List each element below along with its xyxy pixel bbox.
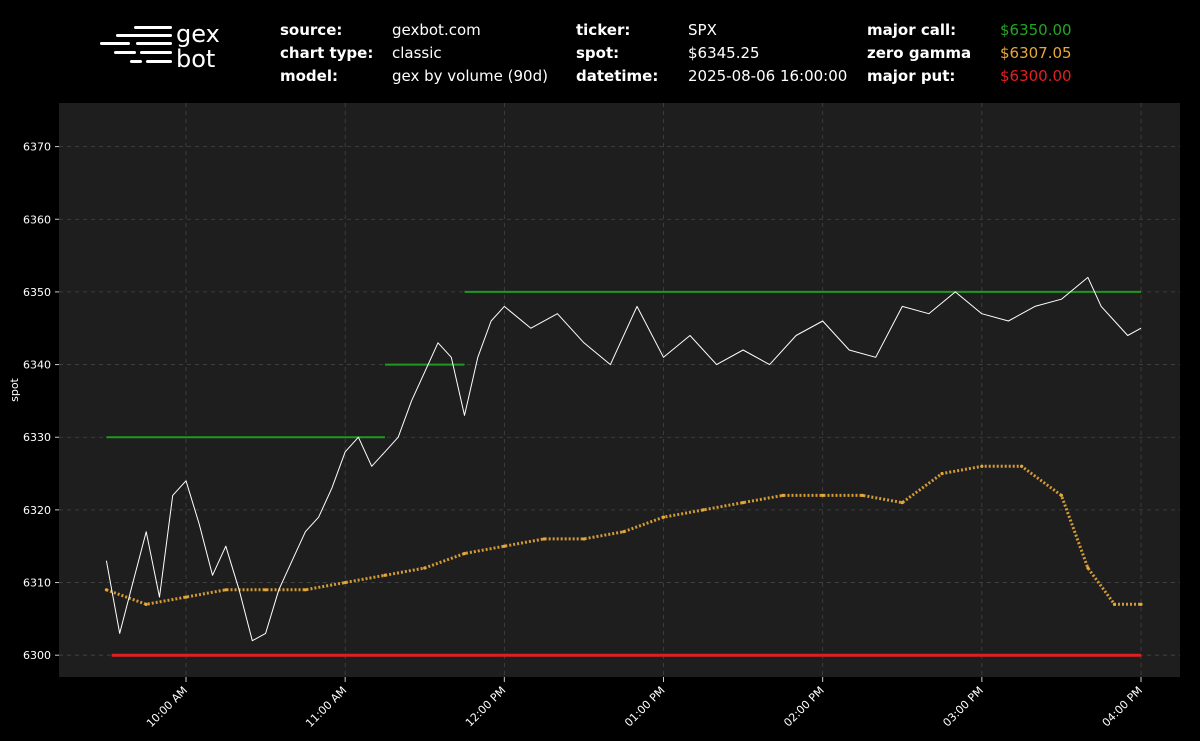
model-label: model: <box>280 67 338 85</box>
y-axis-label: spot <box>8 377 21 401</box>
info-column-1: source: gexbot.com chart type: classic mod… <box>280 19 548 88</box>
source-label: source: <box>280 21 343 39</box>
zero-gamma-point <box>980 464 984 468</box>
info-row-major-call: major call: $6350.00 <box>867 19 1072 42</box>
zero-gamma-point <box>423 566 427 570</box>
major-put-value: $6300.00 <box>1000 67 1072 85</box>
zero-gamma-label: zero gamma <box>867 44 972 62</box>
zero-gamma-point <box>502 544 506 548</box>
zero-gamma-point <box>622 530 626 534</box>
major-put-label: major put: <box>867 67 956 85</box>
x-tick-label: 10:00 AM <box>144 684 190 730</box>
y-tick-label: 6350 <box>23 286 51 299</box>
zero-gamma-point <box>263 588 268 592</box>
ticker-label: ticker: <box>576 21 631 39</box>
datetime-value: 2025-08-06 16:00:00 <box>688 67 848 85</box>
y-tick-label: 6330 <box>23 431 51 444</box>
zero-gamma-point <box>224 588 228 592</box>
zero-gamma-point <box>1059 493 1064 497</box>
logo-text-top: gex <box>176 20 220 48</box>
y-tick-label: 6310 <box>23 577 51 590</box>
gex-chart: 6300 6310 6320 6330 6340 6350 6360 6370 10:00 A… <box>8 103 1180 730</box>
chart-header: gex bot source: gexbot.com chart type: cla… <box>0 0 1200 100</box>
y-tick-label: 6320 <box>23 504 51 517</box>
info-row-chart-type: chart type: classic <box>280 42 548 65</box>
info-row-zero-gamma: zero gamma $6307.05 <box>867 42 1072 65</box>
major-call-label: major call: <box>867 21 957 39</box>
chart-area: 6300 6310 6320 6330 6340 6350 6360 6370 10:00 A… <box>0 100 1200 737</box>
zero-gamma-point <box>781 493 785 497</box>
datetime-label: datetime: <box>576 67 659 85</box>
zero-gamma-point <box>184 595 188 599</box>
info-row-major-put: major put: $6300.00 <box>867 65 1072 88</box>
zero-gamma-point <box>940 471 944 476</box>
x-tick-label: 04:00 PM <box>1100 684 1145 729</box>
x-tick-label: 01:00 PM <box>622 684 667 729</box>
x-tick-label: 12:00 PM <box>463 684 508 729</box>
x-tick-label: 03:00 PM <box>940 684 985 729</box>
zero-gamma-point <box>900 501 904 505</box>
x-tick-label: 11:00 AM <box>303 684 349 730</box>
x-axis: 10:00 AM 11:00 AM 12:00 PM 01:00 PM 02:00 PM… <box>144 677 1145 730</box>
y-tick-label: 6340 <box>23 359 51 372</box>
y-axis: 6300 6310 6320 6330 6340 6350 6360 6370 <box>23 141 59 662</box>
zero-gamma-point <box>1020 464 1024 468</box>
zero-gamma-point <box>741 501 745 505</box>
model-value: gex by volume (90d) <box>392 67 548 85</box>
plot-background <box>59 103 1180 677</box>
zero-gamma-line <box>105 464 1141 606</box>
info-row-source: source: gexbot.com <box>280 19 548 42</box>
info-row-spot: spot: $6345.25 <box>576 42 847 65</box>
zero-gamma-point <box>1139 602 1143 606</box>
info-column-2: ticker: SPX spot: $6345.25 datetime: 2025-0… <box>576 19 847 88</box>
zero-gamma-point <box>303 588 307 592</box>
zero-gamma-point <box>701 508 705 512</box>
chart-type-value: classic <box>392 44 442 62</box>
zero-gamma-point <box>343 580 347 585</box>
zero-gamma-point <box>582 537 586 541</box>
zero-gamma-value: $6307.05 <box>1000 44 1072 62</box>
source-value: gexbot.com <box>392 21 481 39</box>
zero-gamma-point <box>1086 566 1090 570</box>
zero-gamma-point <box>104 588 109 592</box>
spot-value: $6345.25 <box>688 44 760 62</box>
ticker-value: SPX <box>688 21 717 39</box>
series-layer <box>104 276 1143 657</box>
major-call-value: $6350.00 <box>1000 21 1072 39</box>
zero-gamma-point <box>860 493 865 497</box>
x-tick-label: 02:00 PM <box>781 684 826 729</box>
info-row-model: model: gex by volume (90d) <box>280 65 548 88</box>
zero-gamma-point <box>661 515 666 519</box>
zero-gamma-point <box>1112 602 1117 606</box>
spot-line <box>105 276 1142 642</box>
y-tick-label: 6300 <box>23 649 51 662</box>
gexbot-logo: gex bot <box>100 16 230 76</box>
zero-gamma-point <box>383 573 387 577</box>
spot-label: spot: <box>576 44 620 62</box>
zero-gamma-point <box>821 493 825 497</box>
zero-gamma-point <box>542 537 546 541</box>
info-row-ticker: ticker: SPX <box>576 19 847 42</box>
logo-text-bottom: bot <box>176 45 216 73</box>
info-row-datetime: datetime: 2025-08-06 16:00:00 <box>576 65 847 88</box>
y-tick-label: 6370 <box>23 141 51 154</box>
zero-gamma-point <box>462 551 467 556</box>
chart-type-label: chart type: <box>280 44 374 62</box>
info-column-3: major call: $6350.00 zero gamma $6307.05 m… <box>867 19 1072 88</box>
y-tick-label: 6360 <box>23 213 51 226</box>
zero-gamma-point <box>144 602 148 606</box>
